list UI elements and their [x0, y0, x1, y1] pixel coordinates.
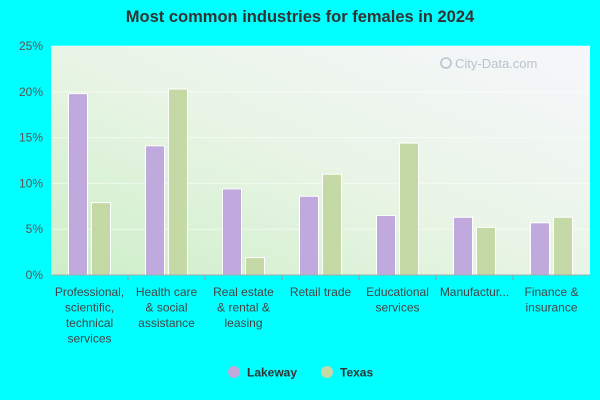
bar-texas[interactable] [322, 173, 342, 276]
chart-title: Most common industries for females in 20… [125, 8, 475, 26]
y-tick-label: 20% [19, 85, 43, 99]
legend-label-texas: Texas [340, 366, 373, 380]
bar-texas[interactable] [91, 202, 111, 276]
bar-lakeway[interactable] [222, 188, 242, 276]
bar-lakeway[interactable] [530, 222, 550, 276]
bar-texas[interactable] [168, 88, 188, 276]
y-tick-label: 25% [19, 39, 43, 53]
watermark-magnifier-icon [440, 57, 452, 69]
bar-texas[interactable] [476, 226, 496, 276]
bar-lakeway[interactable] [68, 93, 88, 276]
x-tick-label: Real estate & rental & leasing [213, 285, 274, 330]
bar-texas[interactable] [399, 142, 419, 276]
y-tick-label: 15% [19, 131, 43, 145]
x-tick-label: Finance & insurance [524, 285, 578, 315]
legend-label-lakeway: Lakeway [247, 366, 297, 380]
legend-swatch-texas [321, 366, 333, 378]
x-tick-label: Professional, scientific, technical service… [55, 285, 124, 346]
y-tick-label: 10% [19, 176, 43, 190]
bar-lakeway[interactable] [145, 145, 165, 276]
bar-lakeway[interactable] [376, 214, 396, 276]
x-tick-label: Health care & social assistance [136, 285, 198, 330]
y-tick-label: 5% [26, 222, 44, 236]
bar-lakeway[interactable] [453, 216, 473, 276]
plot-area [51, 46, 590, 275]
bar-texas[interactable] [553, 216, 573, 276]
watermark-text: City-Data.com [455, 56, 537, 71]
y-tick-label: 0% [26, 268, 44, 282]
legend-swatch-lakeway [228, 366, 240, 378]
x-tick-label: Retail trade [290, 285, 352, 299]
bar-lakeway[interactable] [299, 195, 319, 276]
watermark: City-Data.com [440, 56, 537, 71]
x-tick-label: Educational services [366, 285, 429, 315]
bar-texas[interactable] [245, 257, 265, 276]
x-tick-label: Manufactur... [440, 285, 509, 299]
